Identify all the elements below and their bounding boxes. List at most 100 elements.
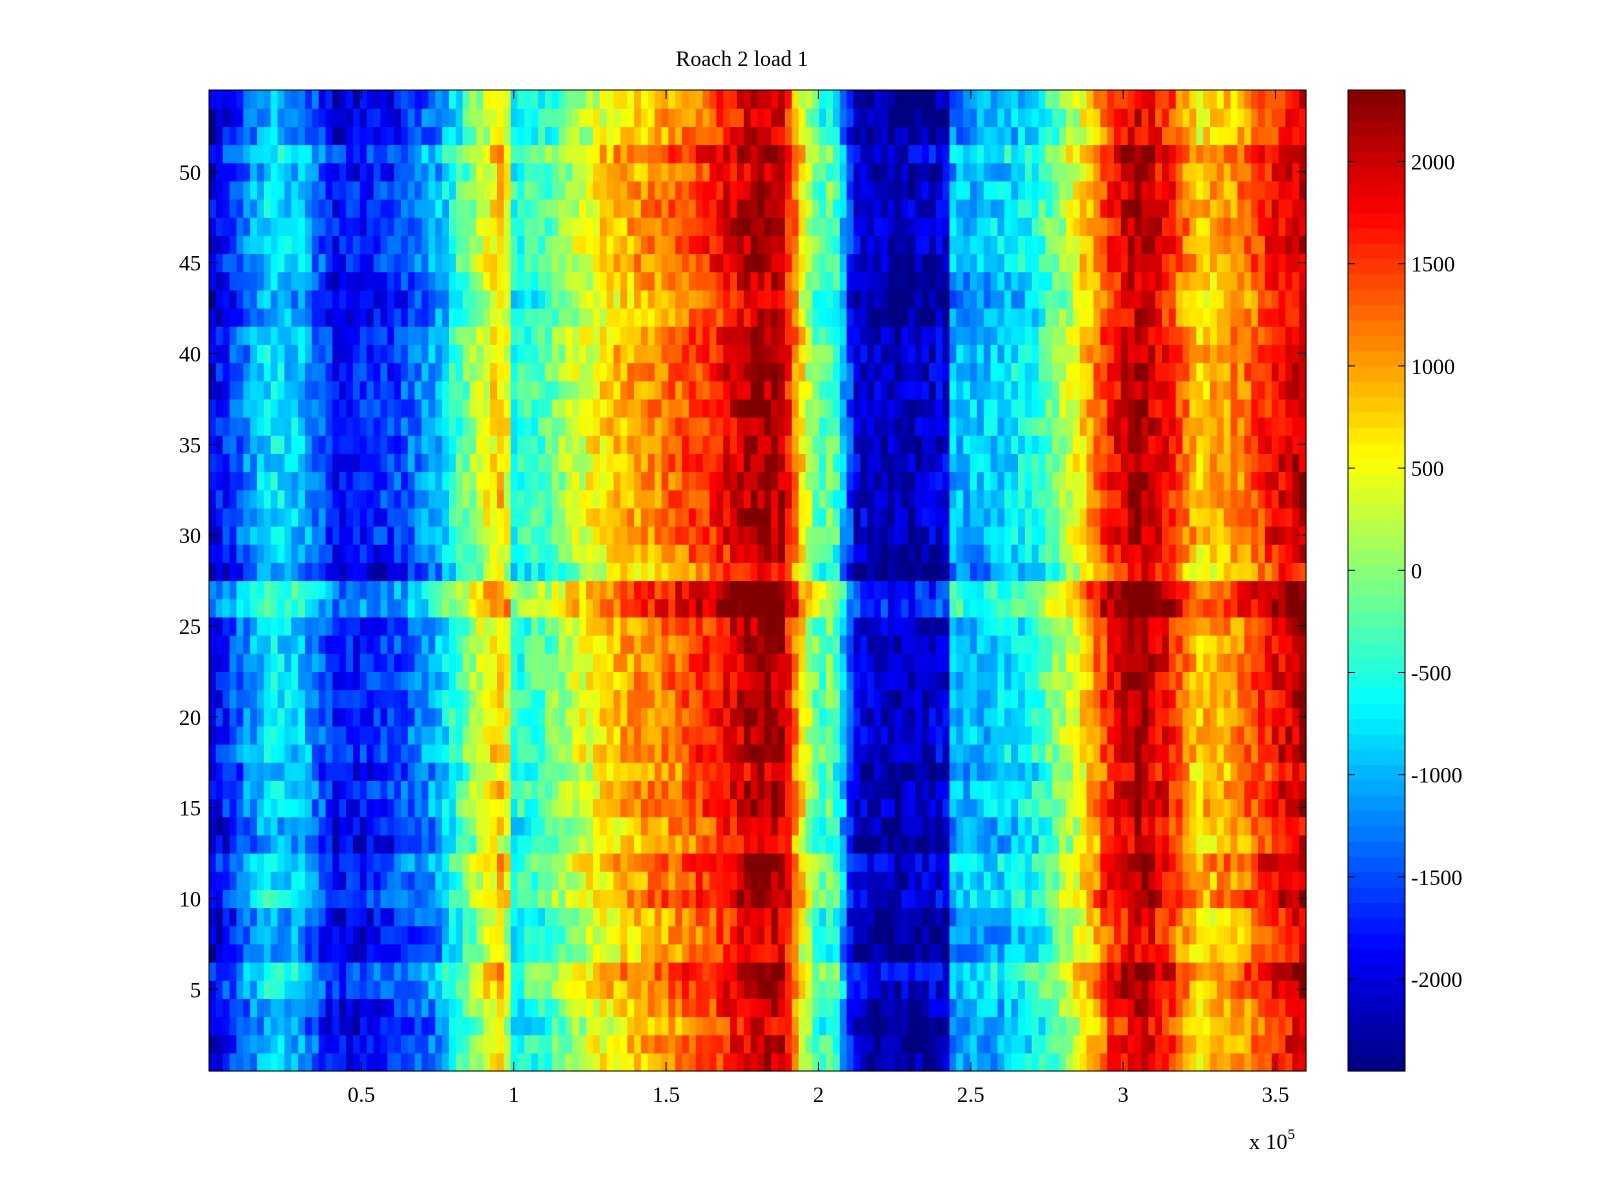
heatmap-cell	[599, 744, 608, 763]
heatmap-cell	[983, 798, 992, 818]
heatmap-cell	[976, 689, 985, 709]
heatmap-cell	[325, 526, 334, 545]
heatmap-cell	[894, 507, 903, 527]
heatmap-cell	[304, 653, 313, 672]
heatmap-cell	[1155, 507, 1163, 527]
heatmap-cell	[771, 762, 779, 781]
heatmap-cell	[956, 1016, 964, 1036]
heatmap-cell	[798, 598, 807, 618]
heatmap-cell	[263, 925, 272, 945]
heatmap-cell	[1120, 762, 1129, 781]
heatmap-cell	[702, 980, 711, 999]
heatmap-cell	[1011, 798, 1019, 818]
heatmap-cell	[263, 816, 272, 836]
heatmap-cell	[1038, 544, 1047, 563]
heatmap-cell	[1155, 562, 1163, 582]
heatmap-cell	[544, 1052, 553, 1072]
heatmap-cell	[1120, 1034, 1129, 1054]
heatmap-cell	[1052, 725, 1060, 745]
heatmap-cell	[311, 889, 320, 909]
heatmap-cell	[277, 871, 286, 890]
heatmap-cell	[695, 943, 704, 963]
heatmap-cell	[346, 544, 354, 563]
heatmap-cell	[1216, 580, 1225, 600]
heatmap-cell	[1120, 998, 1129, 1018]
heatmap-cell	[586, 762, 594, 781]
heatmap-cell	[1107, 544, 1115, 563]
heatmap-cell	[620, 943, 628, 963]
heatmap-cell	[339, 1016, 347, 1036]
heatmap-cell	[277, 707, 286, 727]
heatmap-cell	[983, 962, 992, 981]
heatmap-cell	[442, 489, 450, 509]
heatmap-cell	[935, 635, 944, 654]
heatmap-cell	[1045, 834, 1053, 854]
heatmap-cell	[874, 816, 882, 836]
heatmap-cell	[915, 562, 923, 582]
heatmap-cell	[1175, 744, 1184, 763]
heatmap-cell	[565, 1052, 573, 1072]
heatmap-cell	[1155, 635, 1163, 654]
heatmap-cell	[654, 689, 663, 709]
heatmap-cell	[1093, 744, 1101, 763]
heatmap-cell	[586, 1052, 594, 1072]
heatmap-cell	[839, 744, 848, 763]
heatmap-cell	[586, 780, 594, 800]
heatmap-cell	[558, 744, 567, 763]
heatmap-cell	[1168, 780, 1177, 800]
heatmap-cell	[531, 834, 539, 854]
heatmap-cell	[256, 598, 265, 618]
heatmap-cell	[956, 925, 964, 945]
heatmap-cell	[1271, 653, 1280, 672]
heatmap-cell	[1203, 544, 1211, 563]
heatmap-cell	[359, 1016, 368, 1036]
heatmap-cell	[490, 689, 498, 709]
heatmap-cell	[1244, 980, 1252, 999]
heatmap-cell	[846, 798, 855, 818]
heatmap-cell	[1066, 544, 1074, 563]
heatmap-cell	[860, 580, 868, 600]
heatmap-cell	[243, 1034, 251, 1054]
heatmap-cell	[510, 780, 519, 800]
heatmap-cell	[256, 889, 265, 909]
heatmap-cell	[490, 834, 498, 854]
heatmap-cell	[373, 744, 382, 763]
heatmap-cell	[572, 689, 580, 709]
heatmap-cell	[455, 671, 464, 691]
heatmap-cell	[510, 962, 519, 981]
heatmap-cell	[846, 925, 855, 945]
heatmap-cell	[620, 853, 628, 872]
heatmap-cell	[743, 689, 752, 709]
heatmap-cell	[270, 1052, 279, 1072]
heatmap-cell	[483, 562, 491, 582]
heatmap-cell	[750, 598, 759, 618]
heatmap-cell	[298, 744, 306, 763]
heatmap-cell	[1189, 1034, 1197, 1054]
heatmap-cell	[1100, 889, 1108, 909]
heatmap-cell	[332, 834, 340, 854]
heatmap-cell	[1278, 998, 1287, 1018]
heatmap-cell	[551, 580, 560, 600]
heatmap-cell	[1203, 707, 1211, 727]
heatmap-cell	[1018, 725, 1026, 745]
heatmap-cell	[908, 834, 916, 854]
heatmap-cell	[819, 962, 827, 981]
heatmap-cell	[428, 907, 436, 927]
heatmap-cell	[366, 907, 375, 927]
heatmap-cell	[839, 871, 848, 890]
heatmap-cell	[1114, 762, 1122, 781]
heatmap-cell	[812, 635, 820, 654]
heatmap-cell	[874, 1016, 882, 1036]
heatmap-cell	[400, 980, 409, 999]
heatmap-cell	[209, 489, 217, 509]
heatmap-cell	[263, 1016, 272, 1036]
heatmap-cell	[1271, 744, 1280, 763]
heatmap-cell	[476, 671, 484, 691]
heatmap-cell	[1018, 907, 1026, 927]
heatmap-cell	[1079, 744, 1088, 763]
heatmap-cell	[366, 707, 375, 727]
heatmap-cell	[592, 562, 601, 582]
heatmap-cell	[442, 635, 450, 654]
heatmap-cell	[682, 943, 690, 963]
heatmap-cell	[901, 671, 909, 691]
